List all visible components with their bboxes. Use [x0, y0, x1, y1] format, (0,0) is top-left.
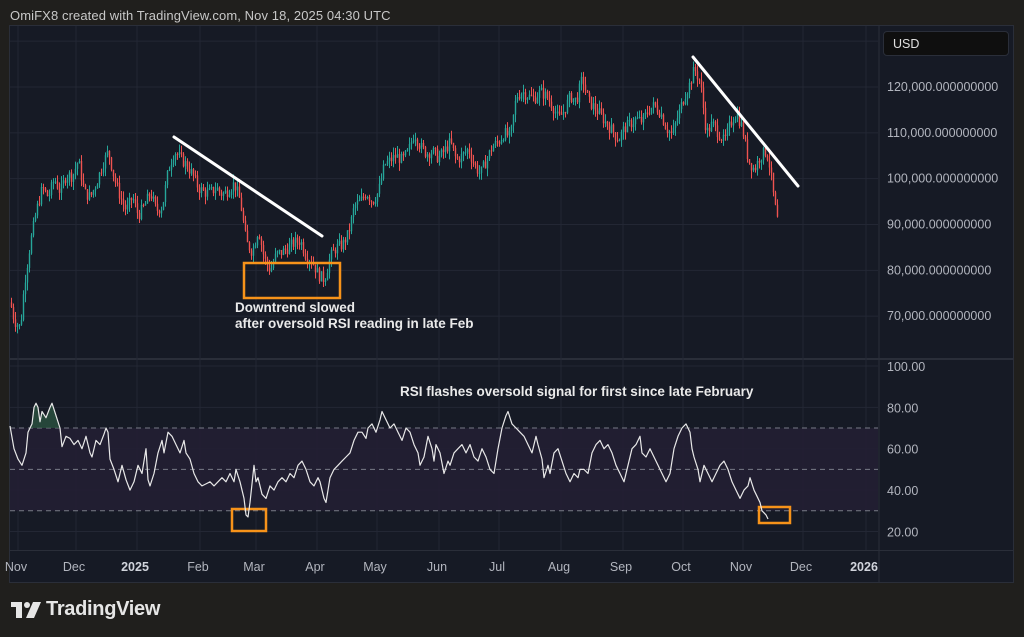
tradingview-logo-text: TradingView — [46, 598, 161, 620]
rsi-oversold-box-nov — [757, 505, 792, 525]
rsi-tick-label: 80.00 — [887, 401, 918, 415]
rsi-tick-label: 60.00 — [887, 443, 918, 457]
time-axis[interactable]: Nov Dec 2025 Feb Mar Apr May Jun Jul Aug Sep Oct Nov… — [5, 560, 878, 574]
currency-label[interactable]: USD — [883, 31, 1009, 56]
time-tick-label: Jul — [489, 560, 505, 574]
price-tick-label: 90,000.000000000 — [887, 217, 991, 231]
price-tick-label: 110,000.000000000 — [887, 126, 997, 140]
time-tick-label: Oct — [671, 560, 691, 574]
rsi-tick-label: 40.00 — [887, 484, 918, 498]
time-tick-label: Dec — [790, 560, 812, 574]
price-tick-label: 100,000.000000000 — [887, 172, 998, 186]
price-candles — [10, 61, 779, 334]
rsi-annotation: RSI flashes oversold signal for first si… — [400, 384, 754, 399]
time-tick-label: 2026 — [850, 560, 878, 574]
trendlines[interactable] — [172, 55, 800, 238]
time-tick-label: Feb — [187, 560, 209, 574]
rsi-line — [9, 402, 769, 520]
time-tick-label: Mar — [243, 560, 265, 574]
price-tick-label: 70,000.000000000 — [887, 309, 991, 323]
trendline-late-2025 — [691, 55, 800, 188]
price-tick-label: 120,000.000000000 — [887, 80, 998, 94]
price-tick-label: 80,000.000000000 — [887, 263, 991, 277]
time-tick-label: Aug — [548, 560, 570, 574]
time-tick-label: Dec — [63, 560, 85, 574]
tradingview-logo-icon — [11, 601, 41, 618]
highlight-boxes[interactable] — [230, 261, 792, 533]
price-annotation-line2: after oversold RSI reading in late Feb — [235, 316, 474, 331]
rsi-tick-label: 20.00 — [887, 525, 918, 539]
time-tick-label: Apr — [305, 560, 324, 574]
time-tick-label: Sep — [610, 560, 632, 574]
trendline-early-2025 — [172, 135, 324, 238]
price-highlight-box — [242, 261, 342, 300]
price-annotation-line1: Downtrend slowed — [235, 300, 355, 315]
tradingview-logo[interactable]: TradingView — [11, 598, 160, 621]
price-axis[interactable]: 120,000.000000000 110,000.000000000 100,00… — [887, 80, 998, 323]
time-tick-label: Jun — [427, 560, 447, 574]
attribution-header: OmiFX8 created with TradingView.com, Nov… — [10, 8, 391, 23]
time-tick-label: Nov — [5, 560, 28, 574]
rsi-axis[interactable]: 100.00 80.00 60.00 40.00 20.00 — [887, 360, 925, 539]
rsi-tick-label: 100.00 — [887, 360, 925, 374]
time-tick-label: 2025 — [121, 560, 149, 574]
time-tick-label: May — [363, 560, 387, 574]
time-tick-label: Nov — [730, 560, 753, 574]
